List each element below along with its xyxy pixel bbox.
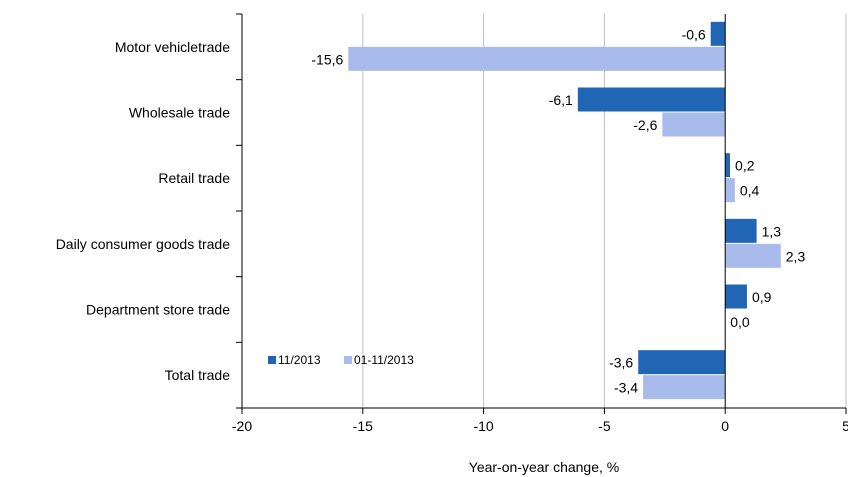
bars xyxy=(348,21,781,400)
legend-label: 01-11/2013 xyxy=(354,353,414,367)
bar-monthly xyxy=(725,218,757,243)
bar-monthly xyxy=(638,350,726,375)
category-label: Total trade xyxy=(165,367,231,383)
bar-cumulative xyxy=(725,243,781,268)
data-label: -15,6 xyxy=(311,51,343,67)
bar-cumulative xyxy=(643,375,726,400)
data-label: -2,6 xyxy=(633,117,657,133)
bar-cumulative xyxy=(662,112,726,137)
x-axis-label: Year-on-year change, % xyxy=(469,459,619,475)
category-label: Department store trade xyxy=(86,302,230,318)
x-tick-label: 5 xyxy=(842,418,848,434)
data-label: 0,9 xyxy=(752,289,772,305)
x-tick-label: 0 xyxy=(721,418,729,434)
category-label: Daily consumer goods trade xyxy=(56,236,231,252)
x-tick-label: -10 xyxy=(473,418,493,434)
data-label: -3,4 xyxy=(614,380,638,396)
data-label: 0,4 xyxy=(740,183,760,199)
grid-lines xyxy=(362,14,847,408)
data-label: -3,6 xyxy=(609,355,633,371)
x-tick-label: -5 xyxy=(598,418,611,434)
category-labels: Motor vehicletrade Wholesale trade Retail … xyxy=(56,39,231,383)
legend-swatch xyxy=(268,356,276,364)
category-label: Retail trade xyxy=(158,170,230,186)
category-label: Wholesale trade xyxy=(129,105,230,121)
data-label: -6,1 xyxy=(549,92,573,108)
bar-monthly xyxy=(725,284,747,309)
bar-monthly xyxy=(577,87,726,112)
x-tick-label: -15 xyxy=(353,418,373,434)
data-label: 0,0 xyxy=(730,314,750,330)
data-labels: -0,6 -15,6 -6,1 -2,6 0,2 0,4 1,32,3 0,90,0 -3,6 -… xyxy=(311,26,805,395)
category-label: Motor vehicletrade xyxy=(115,39,230,55)
legend: 11/2013 01-11/2013 xyxy=(268,353,414,367)
data-label: 2,3 xyxy=(786,248,806,264)
bar-monthly xyxy=(710,21,726,46)
data-label: 0,2 xyxy=(735,158,755,174)
x-tick-label: -20 xyxy=(232,418,252,434)
data-label: -0,6 xyxy=(682,26,706,42)
legend-label: 11/2013 xyxy=(278,353,321,367)
bar-cumulative xyxy=(725,178,735,203)
data-label: 1,3 xyxy=(762,223,782,239)
x-tick-labels: -20 -15 -10 -5 0 5 xyxy=(232,418,848,434)
bar-monthly xyxy=(725,153,731,178)
bar-cumulative xyxy=(348,46,726,71)
legend-swatch xyxy=(344,356,352,364)
axes xyxy=(236,13,847,414)
